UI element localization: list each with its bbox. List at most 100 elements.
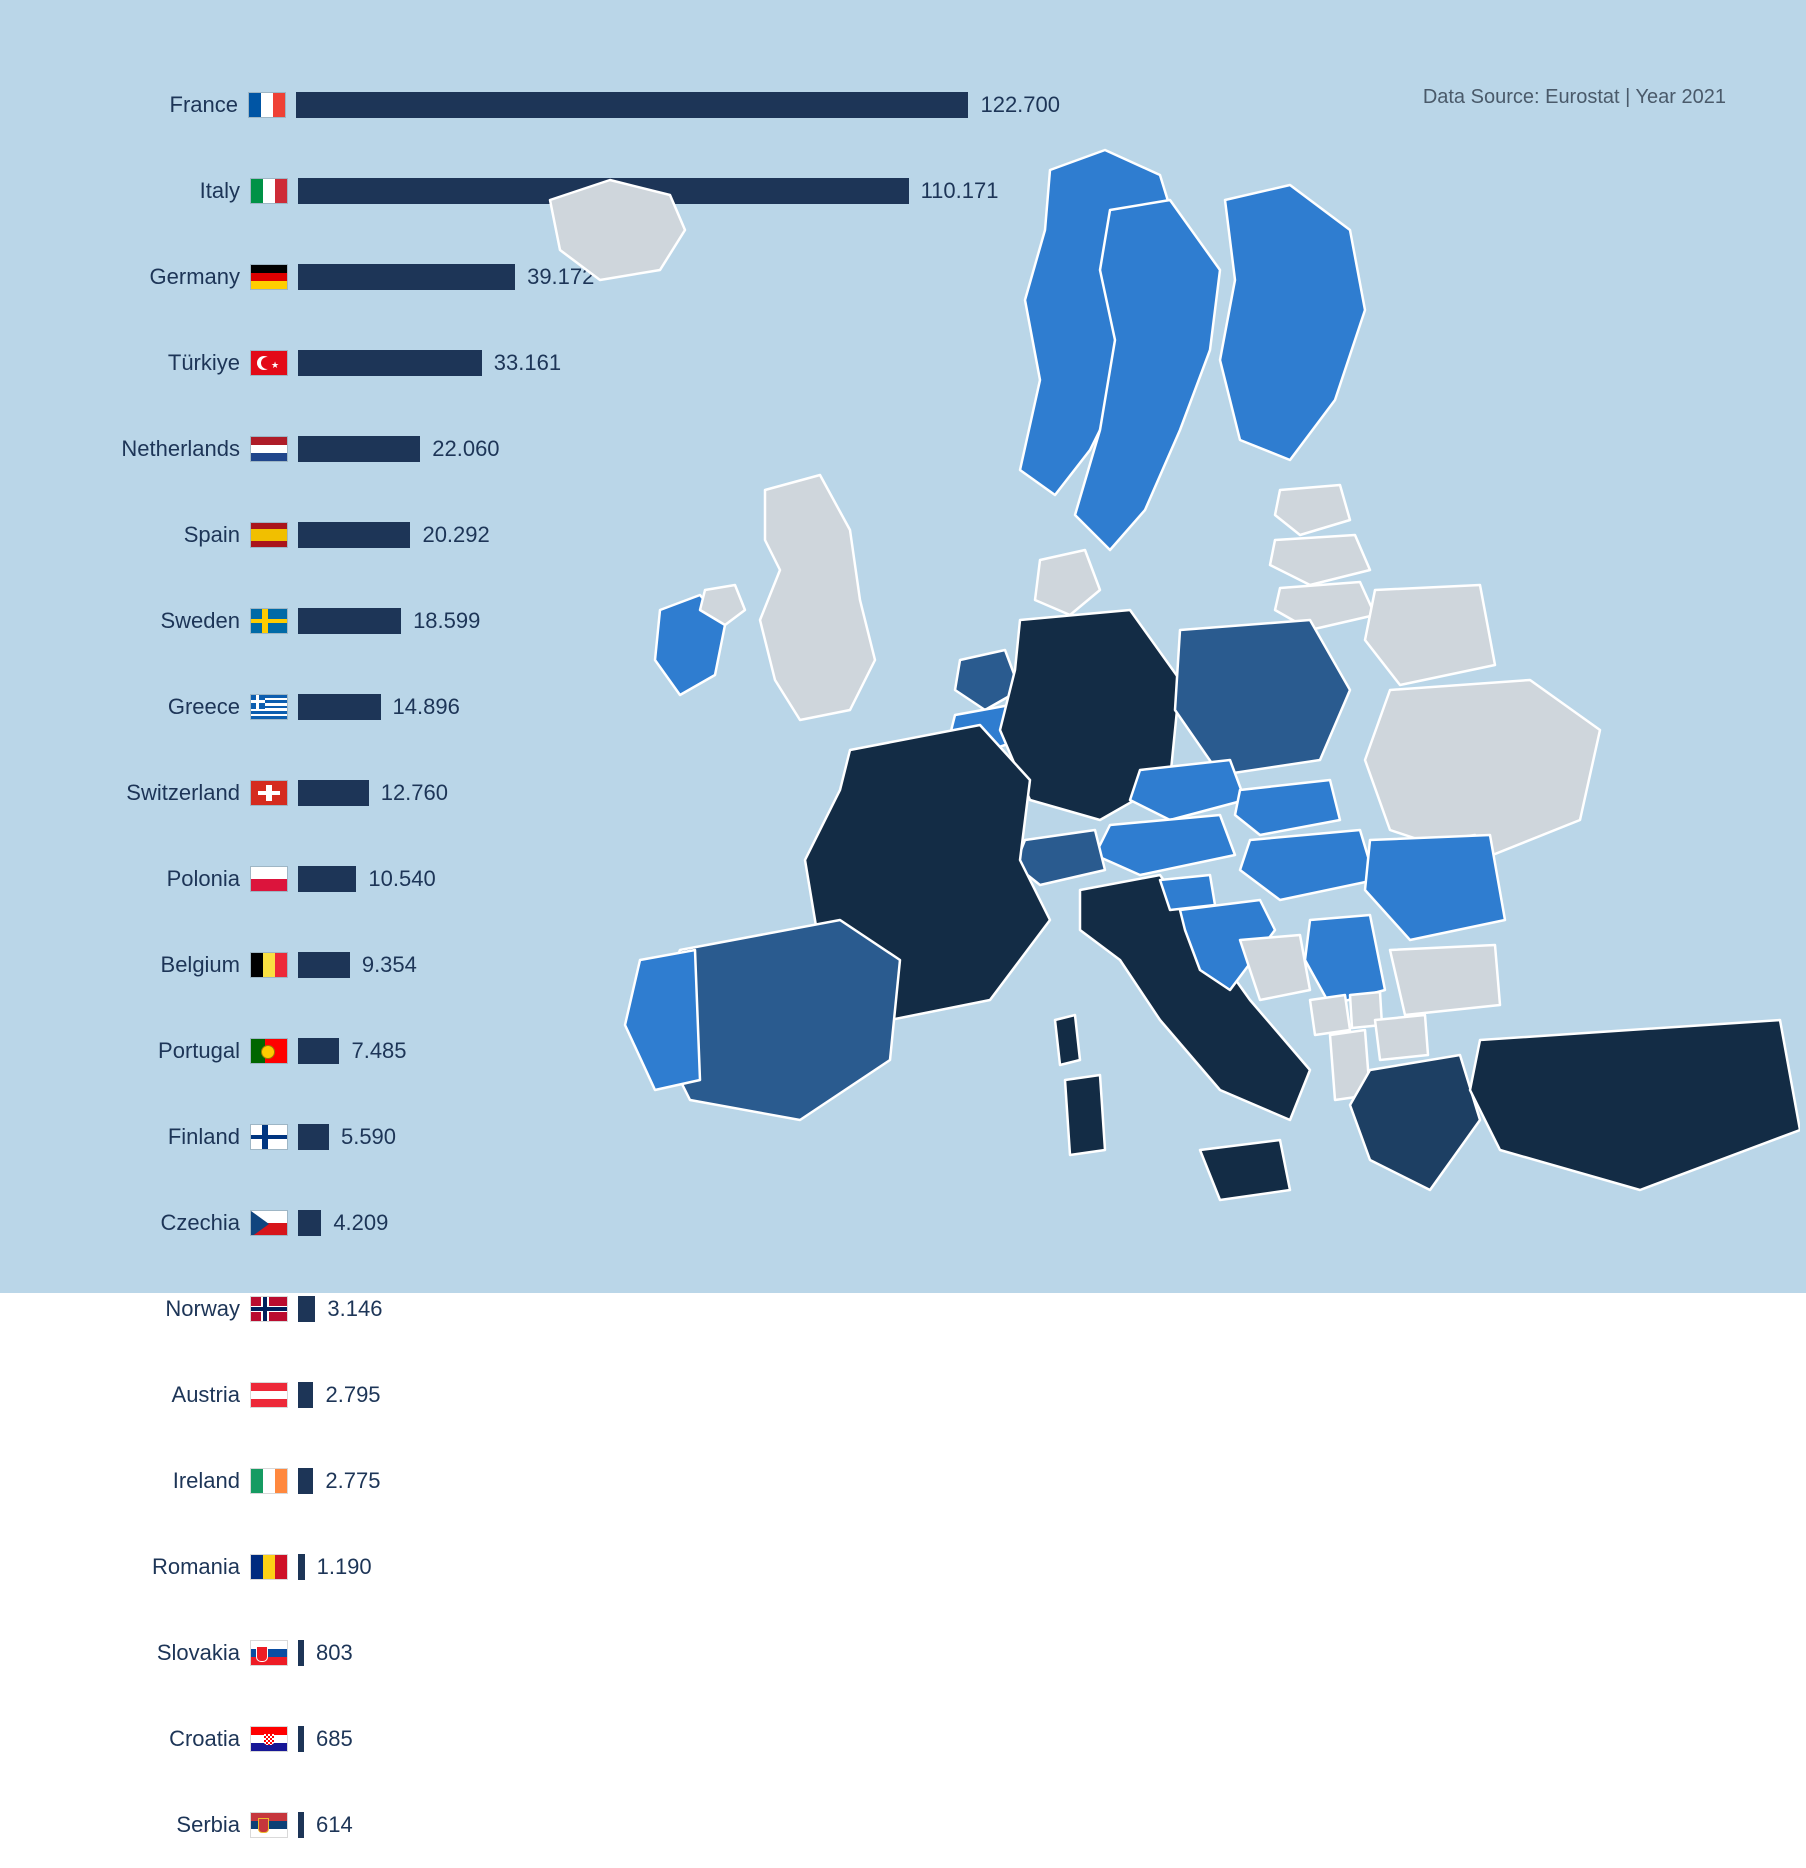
map-country-ukraine xyxy=(1365,680,1600,860)
map-country-greatbritain xyxy=(760,475,875,720)
bar-row: Croatia 685 xyxy=(60,1720,1060,1758)
flag-icon xyxy=(250,264,288,290)
map-country-belarus xyxy=(1365,585,1495,685)
bar xyxy=(298,1210,321,1236)
map-country-poland xyxy=(1175,620,1350,775)
bar xyxy=(296,92,968,118)
map-country-sardinia xyxy=(1065,1075,1105,1155)
country-label: Slovakia xyxy=(60,1640,250,1666)
map-country-portugal xyxy=(625,950,700,1090)
country-label: Netherlands xyxy=(60,436,250,462)
flag-icon xyxy=(250,694,288,720)
map-country-austria xyxy=(1095,815,1235,875)
bar-row: Austria 2.795 xyxy=(60,1376,1060,1414)
country-label: Ireland xyxy=(60,1468,250,1494)
map-country-slovenia xyxy=(1160,875,1215,910)
bar xyxy=(298,522,410,548)
bar-row: France122.700 xyxy=(60,86,1060,124)
map-country-slovakia xyxy=(1235,780,1340,835)
map-country-corsica xyxy=(1055,1015,1080,1065)
bar xyxy=(298,1468,313,1494)
country-label: Finland xyxy=(60,1124,250,1150)
map-country-nmacedonia xyxy=(1375,1015,1428,1060)
bar xyxy=(298,436,420,462)
country-label: Polonia xyxy=(60,866,250,892)
flag-icon xyxy=(248,92,286,118)
flag-icon xyxy=(250,952,288,978)
map-country-finland xyxy=(1220,185,1365,460)
country-label: Austria xyxy=(60,1382,250,1408)
flag-icon xyxy=(250,1296,288,1322)
flag-icon xyxy=(250,1382,288,1408)
bar xyxy=(298,608,401,634)
value-label: 20.292 xyxy=(410,522,489,548)
country-label: Serbia xyxy=(60,1812,250,1838)
map-country-estonia xyxy=(1275,485,1350,535)
bar-row: Romania1.190 xyxy=(60,1548,1060,1586)
country-label: Norway xyxy=(60,1296,250,1322)
bar xyxy=(298,866,356,892)
flag-icon xyxy=(250,522,288,548)
map-country-montenegro xyxy=(1310,995,1350,1035)
value-label: 14.896 xyxy=(381,694,460,720)
flag-icon xyxy=(250,178,288,204)
map-country-latvia xyxy=(1270,535,1370,585)
map-country-sicily xyxy=(1200,1140,1290,1200)
value-label: 3.146 xyxy=(315,1296,382,1322)
value-label: 803 xyxy=(304,1640,353,1666)
bar xyxy=(298,952,350,978)
value-label: 2.775 xyxy=(313,1468,380,1494)
value-label: 9.354 xyxy=(350,952,417,978)
value-label: 614 xyxy=(304,1812,353,1838)
map-country-iceland xyxy=(550,180,685,280)
country-label: Italy xyxy=(60,178,250,204)
country-label: Portugal xyxy=(60,1038,250,1064)
country-label: Sweden xyxy=(60,608,250,634)
country-label: Belgium xyxy=(60,952,250,978)
map-country-greece xyxy=(1350,1055,1480,1190)
flag-icon xyxy=(250,1726,288,1752)
flag-icon xyxy=(250,1038,288,1064)
value-label: 7.485 xyxy=(339,1038,406,1064)
country-label: Romania xyxy=(60,1554,250,1580)
bar-row: Slovakia 803 xyxy=(60,1634,1060,1672)
bar xyxy=(298,780,369,806)
country-label: Greece xyxy=(60,694,250,720)
bar xyxy=(298,1382,313,1408)
value-label: 685 xyxy=(304,1726,353,1752)
map-country-bulgaria xyxy=(1390,945,1500,1015)
flag-icon xyxy=(250,1210,288,1236)
country-label: Germany xyxy=(60,264,250,290)
europe-map xyxy=(520,120,1800,1230)
value-label: 2.795 xyxy=(313,1382,380,1408)
flag-icon: ★ xyxy=(250,350,288,376)
bar xyxy=(298,1038,339,1064)
flag-icon xyxy=(250,608,288,634)
bar xyxy=(298,350,482,376)
value-label: 10.540 xyxy=(356,866,435,892)
country-label: Czechia xyxy=(60,1210,250,1236)
map-country-bosnia xyxy=(1240,935,1310,1000)
flag-icon xyxy=(250,780,288,806)
flag-icon xyxy=(250,436,288,462)
map-country-czechia xyxy=(1130,760,1245,820)
value-label: 5.590 xyxy=(329,1124,396,1150)
bar-row: Serbia 614 xyxy=(60,1806,1060,1844)
value-label: 4.209 xyxy=(321,1210,388,1236)
country-label: France xyxy=(60,92,248,118)
country-label: Switzerland xyxy=(60,780,250,806)
flag-icon xyxy=(250,1124,288,1150)
flag-icon xyxy=(250,1554,288,1580)
value-label: 12.760 xyxy=(369,780,448,806)
country-label: Croatia xyxy=(60,1726,250,1752)
map-country-romania xyxy=(1365,835,1505,940)
value-label: 18.599 xyxy=(401,608,480,634)
country-label: Türkiye xyxy=(60,350,250,376)
map-country-turkey xyxy=(1470,1020,1800,1190)
flag-icon xyxy=(250,1812,288,1838)
infographic-canvas: Data Source: Eurostat | Year 2021 France… xyxy=(0,0,1806,1293)
map-country-hungary xyxy=(1240,830,1375,900)
bar xyxy=(298,1124,329,1150)
flag-icon xyxy=(250,866,288,892)
source-note: Data Source: Eurostat | Year 2021 xyxy=(1423,86,1726,109)
